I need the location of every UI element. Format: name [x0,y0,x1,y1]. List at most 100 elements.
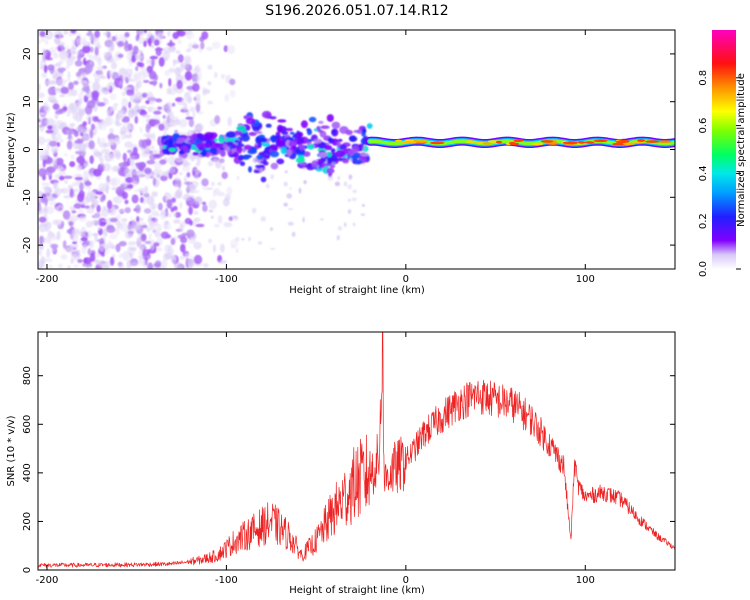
noise-blob [65,64,70,70]
band-blob [253,131,263,134]
noise-blob [146,30,152,36]
noise-blob [136,216,140,223]
noise-blob [202,186,209,191]
noise-blob [44,78,52,86]
noise-blob [159,159,167,165]
band-blob [260,216,267,222]
noise-blob [104,260,111,269]
x-tick-label: -200 [36,274,59,285]
band-blob [260,176,267,183]
noise-blob [158,57,165,67]
noise-blob [54,38,61,45]
noise-blob [113,103,119,107]
noise-blob [109,106,118,111]
noise-blob [94,233,98,243]
noise-blob [129,246,137,251]
noise-blob [38,136,46,146]
band-blob [236,175,240,181]
noise-blob [94,126,98,134]
noise-blob [103,143,110,148]
snr-y-label: SNR (10 * v/v) [6,415,17,486]
noise-blob [172,205,178,211]
band-blob [358,143,364,148]
noise-blob [158,123,165,131]
band-blob [222,165,225,171]
noise-blob [82,86,90,92]
noise-blob [45,129,54,134]
noise-blob [166,193,172,201]
noise-blob [184,91,191,98]
noise-blob [89,155,94,165]
noise-blob [127,241,137,246]
noise-blob [115,136,120,144]
signal-hotspot [513,139,522,143]
band-blob [235,248,239,254]
noise-blob [191,189,200,194]
band-blob [269,227,274,231]
snr-y-ticks: 0 200 400 600 800 [22,366,675,573]
noise-blob [168,167,176,174]
band-blob [345,129,353,136]
noise-blob [155,217,159,226]
colorbar-tick-label: 0.4 [698,165,709,181]
snr-series-line [38,332,675,568]
noise-blob [116,214,122,219]
noise-blob [97,226,101,231]
signal-hotspot [482,142,492,145]
band-blob [235,130,243,136]
noise-blob [124,207,131,214]
noise-blob [38,39,42,45]
noise-blob [184,70,193,81]
noise-blob [46,166,56,174]
band-blob [252,157,259,164]
band-blob [276,158,285,165]
band-blob [234,139,240,143]
noise-blob [75,126,84,132]
noise-blob [83,257,92,265]
noise-blob [105,117,111,126]
band-blob [331,129,337,135]
noise-blob [137,244,146,249]
x-tick-label: -200 [36,575,59,586]
y-tick-label: 600 [22,415,33,434]
x-tick-label: 0 [403,575,409,586]
noise-blob [44,186,51,196]
noise-blob [160,231,169,239]
noise-blob [80,202,86,206]
noise-blob [63,195,71,199]
noise-blob [47,95,57,100]
noise-blob [38,164,43,168]
band-blob [320,125,330,129]
noise-blob [127,149,132,154]
y-tick-label: 10 [22,95,33,108]
band-blob [208,209,214,213]
noise-blob [143,208,152,214]
noise-blob [87,248,92,256]
noise-blob [133,74,139,83]
noise-blob [73,80,79,86]
band-blob [308,116,317,123]
colorbar-tick-label: 0.2 [698,213,709,229]
noise-blob [143,40,147,48]
noise-blob [39,235,45,244]
noise-blob [95,191,104,195]
noise-blob [146,134,155,138]
noise-blob [57,167,66,174]
noise-blob [135,66,139,71]
noise-blob [202,204,208,213]
noise-blob [202,201,206,205]
noise-blob [224,93,230,102]
noise-blob [99,118,105,126]
noise-blob [153,168,159,175]
noise-blob [151,58,155,68]
signal-hotspot [476,141,484,145]
band-blob [269,116,277,120]
noise-blob [186,111,190,117]
spectrogram-y-label: Frequency (Hz) [6,112,17,188]
noise-blob [207,100,214,105]
noise-blob [145,195,155,205]
y-tick-label: 800 [22,366,33,385]
noise-blob [149,55,159,60]
band-blob [307,138,313,142]
noise-blob [200,41,205,50]
